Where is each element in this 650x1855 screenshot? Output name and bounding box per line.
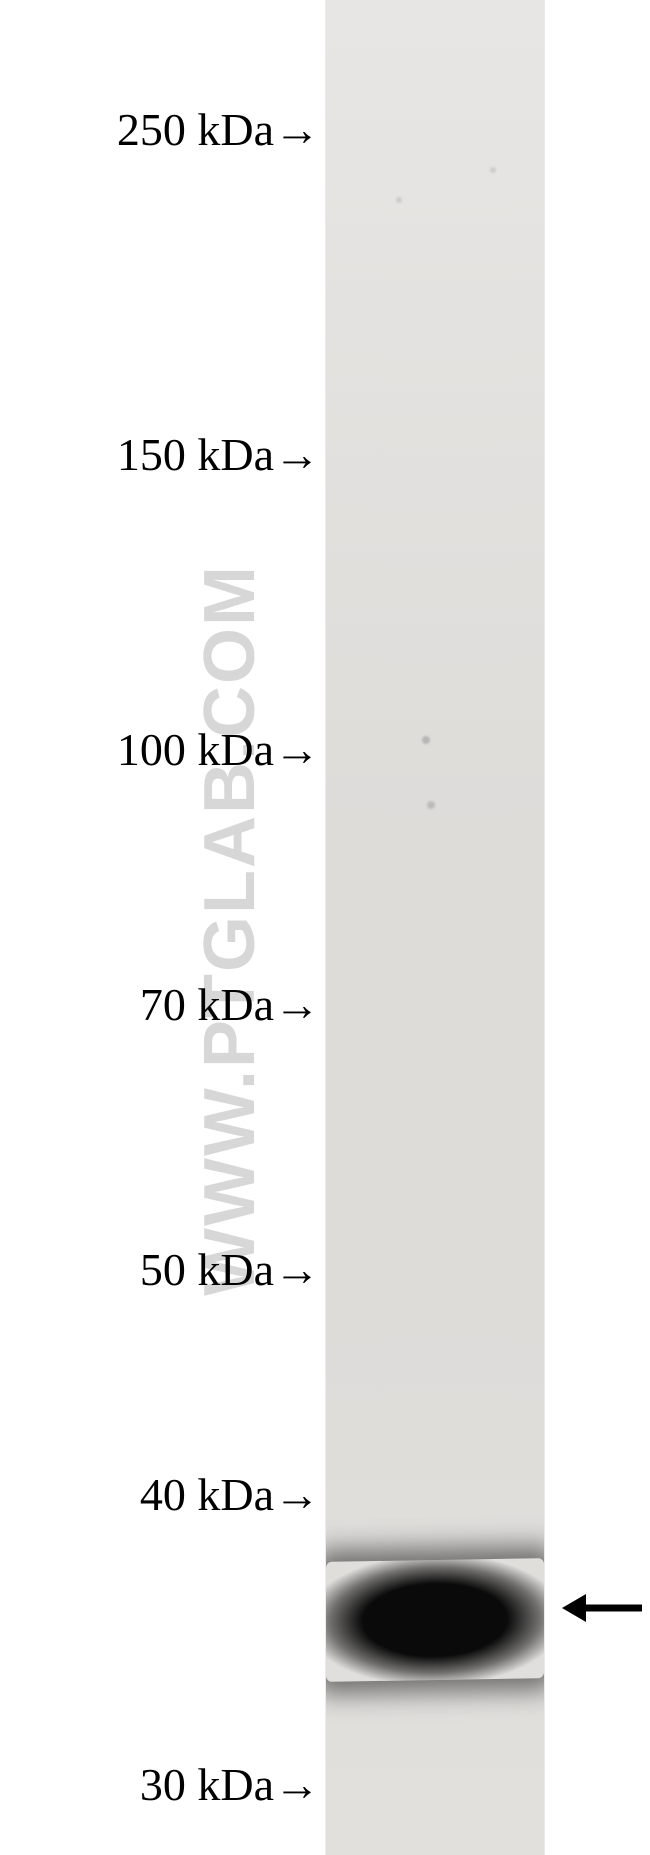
- protein-band: [326, 1558, 544, 1682]
- western-blot-figure: WWW.PTGLAB.COM 250 kDa→ 150 kDa→ 100 kDa→ 7…: [0, 0, 650, 1855]
- mw-marker-label: 50 kDa→: [140, 1247, 320, 1293]
- target-band-arrow: [560, 1578, 644, 1648]
- membrane-speck: [396, 197, 402, 203]
- mw-marker-label: 30 kDa→: [140, 1762, 320, 1808]
- mw-marker-label: 250 kDa→: [117, 107, 320, 153]
- gel-lane: [325, 0, 545, 1855]
- membrane-speck: [422, 736, 430, 744]
- mw-marker-label: 70 kDa→: [140, 982, 320, 1028]
- mw-marker-label: 100 kDa→: [117, 727, 320, 773]
- membrane-speck: [427, 801, 435, 809]
- membrane-speck: [490, 167, 496, 173]
- mw-marker-label: 150 kDa→: [117, 432, 320, 478]
- mw-marker-label: 40 kDa→: [140, 1472, 320, 1518]
- watermark-text: WWW.PTGLAB.COM: [189, 564, 271, 1296]
